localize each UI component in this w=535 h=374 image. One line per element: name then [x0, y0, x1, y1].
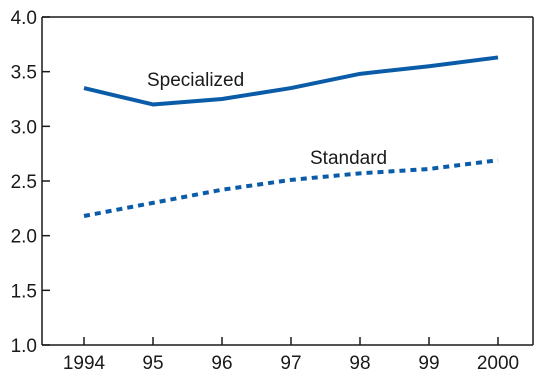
x-tick-label: 97	[280, 353, 301, 374]
x-tick-label: 99	[418, 353, 439, 374]
x-tick-label: 1994	[63, 353, 106, 374]
y-axis-ticks: 1.0 1.5 2.0 2.5 3.0 3.5 4.0	[11, 8, 50, 357]
y-tick-label: 2.0	[11, 227, 37, 248]
series-label-standard: Standard	[310, 148, 387, 169]
series-label-specialized: Specialized	[147, 70, 244, 91]
plot-area	[41, 16, 534, 346]
y-tick-label: 1.5	[11, 281, 37, 302]
y-tick-label: 3.5	[11, 63, 37, 84]
x-tick-label: 98	[349, 353, 370, 374]
series-lines	[83, 55, 499, 218]
y-tick-label: 2.5	[11, 172, 37, 193]
x-tick-label: 2000	[477, 353, 519, 374]
x-tick-label: 96	[211, 353, 232, 374]
y-tick-label: 3.0	[11, 117, 37, 138]
series-line-standard	[83, 158, 499, 218]
x-tick-label: 95	[142, 353, 163, 374]
y-tick-label: 4.0	[11, 8, 37, 29]
x-axis-ticks: 1994 95 96 97 98 99 2000	[63, 337, 519, 374]
y-tick-label: 1.0	[11, 336, 37, 357]
